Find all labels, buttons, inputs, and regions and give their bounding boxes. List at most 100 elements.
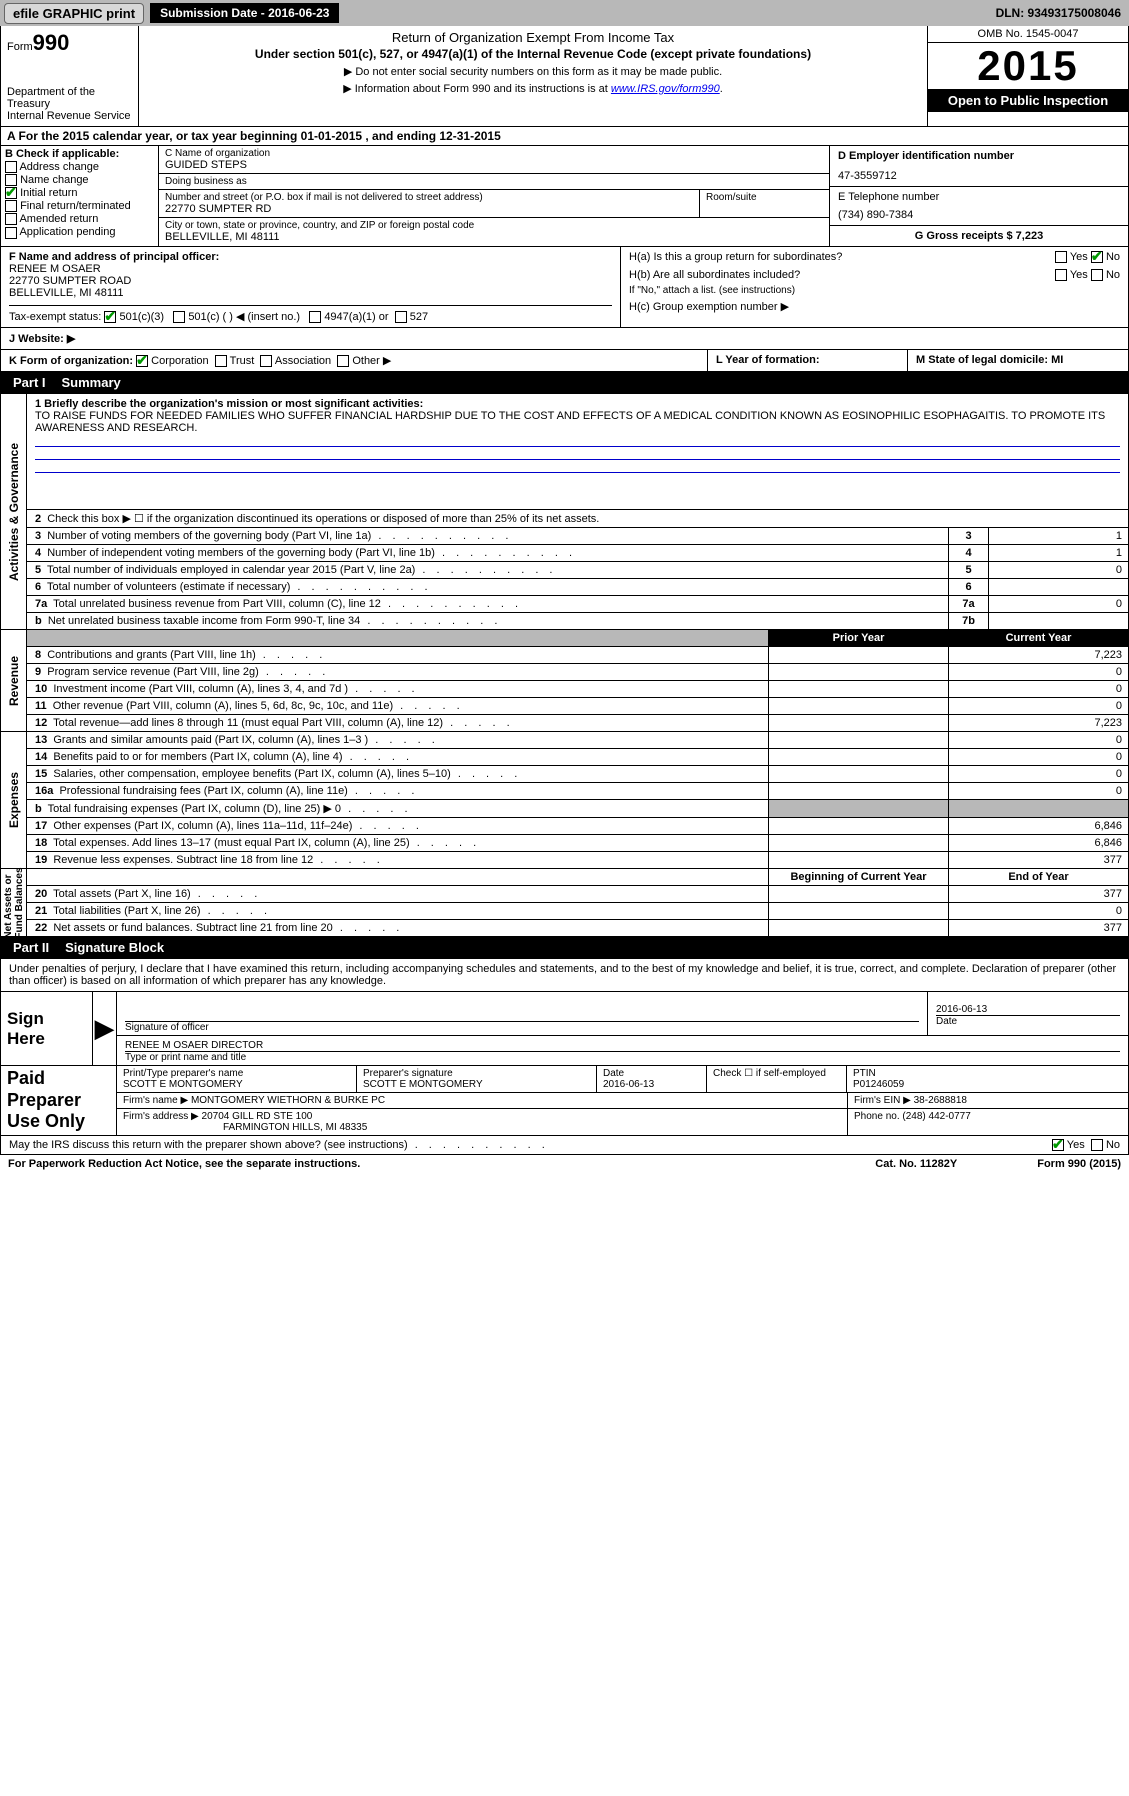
chk-4947[interactable] (309, 311, 321, 323)
data-line: 13 Grants and similar amounts paid (Part… (27, 732, 1128, 749)
form-subtitle: Under section 501(c), 527, or 4947(a)(1)… (145, 47, 921, 61)
omb-number: OMB No. 1545-0047 (928, 26, 1128, 43)
data-line: b Total fundraising expenses (Part IX, c… (27, 800, 1128, 818)
discuss-label: May the IRS discuss this return with the… (9, 1139, 549, 1151)
chk-501c[interactable] (173, 311, 185, 323)
chk-hb-no[interactable] (1091, 269, 1103, 281)
officer-print-name: RENEE M OSAER DIRECTOR (125, 1040, 1120, 1052)
lbl-ha-no: No (1106, 251, 1120, 263)
part-i-header: Part I Summary (0, 372, 1129, 394)
gov-line: 3 Number of voting members of the govern… (27, 528, 1128, 545)
lbl-other: Other ▶ (352, 355, 391, 367)
chk-association[interactable] (260, 355, 272, 367)
chk-501c3[interactable]: ✔ (104, 311, 116, 323)
vert-label-revenue: Revenue (7, 656, 21, 706)
hdr-current-year: Current Year (948, 630, 1128, 646)
sign-here-label: Sign Here (1, 992, 93, 1065)
chk-address-change[interactable] (5, 161, 17, 173)
open-to-public-badge: Open to Public Inspection (928, 89, 1128, 112)
vert-label-expenses: Expenses (7, 772, 21, 828)
klm-row: K Form of organization: ✔ Corporation Tr… (0, 350, 1129, 372)
phone-label: E Telephone number (838, 191, 1120, 203)
sign-date: 2016-06-13 (936, 1004, 1120, 1015)
data-line: 18 Total expenses. Add lines 13–17 (must… (27, 835, 1128, 852)
box-b-title: B Check if applicable: (5, 148, 154, 160)
phone-value: (734) 890-7384 (838, 209, 1120, 221)
sign-date-label: Date (936, 1016, 957, 1027)
chk-ha-yes[interactable] (1055, 251, 1067, 263)
lbl-527: 527 (410, 311, 428, 323)
chk-527[interactable] (395, 311, 407, 323)
h-b-label: H(b) Are all subordinates included? (629, 269, 800, 281)
lbl-association: Association (275, 355, 331, 367)
efile-print-button[interactable]: efile GRAPHIC print (4, 3, 144, 24)
chk-hb-yes[interactable] (1055, 269, 1067, 281)
footer-row: For Paperwork Reduction Act Notice, see … (0, 1155, 1129, 1173)
lbl-amended-return: Amended return (19, 213, 98, 225)
data-line: 9 Program service revenue (Part VIII, li… (27, 664, 1128, 681)
org-name: GUIDED STEPS (165, 159, 823, 171)
org-info-block: B Check if applicable: Address change Na… (0, 146, 1129, 247)
part-i-title: Summary (62, 375, 121, 390)
part-i-label: Part I (9, 375, 50, 390)
firm-ein-label: Firm's EIN ▶ (854, 1095, 911, 1106)
chk-ha-no[interactable]: ✔ (1091, 251, 1103, 263)
chk-application-pending[interactable] (5, 227, 17, 239)
firm-name-label: Firm's name ▶ (123, 1095, 188, 1106)
cat-no: Cat. No. 11282Y (875, 1158, 957, 1170)
chk-final-return[interactable] (5, 200, 17, 212)
lbl-application-pending: Application pending (19, 226, 115, 238)
hdr-prior-year: Prior Year (768, 630, 948, 646)
data-line: 21 Total liabilities (Part X, line 26)0 (27, 903, 1128, 920)
part-ii-title: Signature Block (65, 940, 164, 955)
state-domicile: M State of legal domicile: MI (916, 354, 1063, 366)
data-line: 22 Net assets or fund balances. Subtract… (27, 920, 1128, 936)
org-name-label: C Name of organization (165, 148, 823, 159)
firm-phone-label: Phone no. (854, 1111, 900, 1122)
gov-line: 4 Number of independent voting members o… (27, 545, 1128, 562)
officer-group-block: F Name and address of principal officer:… (0, 247, 1129, 328)
submission-date-banner: Submission Date - 2016-06-23 (150, 3, 339, 23)
website-row: J Website: ▶ (0, 328, 1129, 350)
lbl-initial-return: Initial return (20, 187, 77, 199)
gov-line: 7a Total unrelated business revenue from… (27, 596, 1128, 613)
irs-link[interactable]: www.IRS.gov/form990 (611, 83, 720, 95)
firm-name: MONTGOMERY WIETHORN & BURKE PC (191, 1095, 385, 1106)
lbl-trust: Trust (230, 355, 255, 367)
officer-addr2: BELLEVILLE, MI 48111 (9, 287, 612, 299)
gov-line: 5 Total number of individuals employed i… (27, 562, 1128, 579)
sign-arrow-icon: ▶ (93, 992, 117, 1065)
chk-other[interactable] (337, 355, 349, 367)
hdr-beginning-year: Beginning of Current Year (768, 869, 948, 885)
pra-notice: For Paperwork Reduction Act Notice, see … (8, 1158, 360, 1170)
data-line: 10 Investment income (Part VIII, column … (27, 681, 1128, 698)
part-ii-label: Part II (9, 940, 53, 955)
data-line: 14 Benefits paid to or for members (Part… (27, 749, 1128, 766)
lbl-name-change: Name change (20, 174, 89, 186)
chk-discuss-no[interactable] (1091, 1139, 1103, 1151)
street-address: 22770 SUMPTER RD (165, 203, 693, 215)
officer-addr1: 22770 SUMPTER ROAD (9, 275, 612, 287)
sign-here-block: Sign Here ▶ Signature of officer 2016-06… (0, 992, 1129, 1066)
dba-label: Doing business as (165, 176, 823, 187)
ptin-label: PTIN (853, 1068, 1122, 1079)
vert-label-net-assets: Net Assets or Fund Balances (3, 867, 25, 938)
city-label: City or town, state or province, country… (165, 220, 823, 231)
form-title: Return of Organization Exempt From Incom… (145, 30, 921, 45)
chk-initial-return[interactable]: ✔ (5, 187, 17, 199)
lbl-501c3: 501(c)(3) (119, 311, 164, 323)
part-ii-header: Part II Signature Block (0, 937, 1129, 959)
firm-addr2: FARMINGTON HILLS, MI 48335 (123, 1122, 841, 1133)
ein-label: D Employer identification number (838, 150, 1120, 162)
lbl-hb-no: No (1106, 269, 1120, 281)
chk-amended-return[interactable] (5, 213, 17, 225)
chk-discuss-yes[interactable]: ✔ (1052, 1139, 1064, 1151)
street-address-label: Number and street (or P.O. box if mail i… (165, 192, 693, 203)
form-label: Form (7, 41, 33, 53)
chk-trust[interactable] (215, 355, 227, 367)
chk-corporation[interactable]: ✔ (136, 355, 148, 367)
ptin-value: P01246059 (853, 1079, 1122, 1090)
mission-q: 1 Briefly describe the organization's mi… (35, 398, 1120, 410)
firm-phone: (248) 442-0777 (902, 1111, 970, 1122)
form-note-1: ▶ Do not enter social security numbers o… (145, 65, 921, 78)
